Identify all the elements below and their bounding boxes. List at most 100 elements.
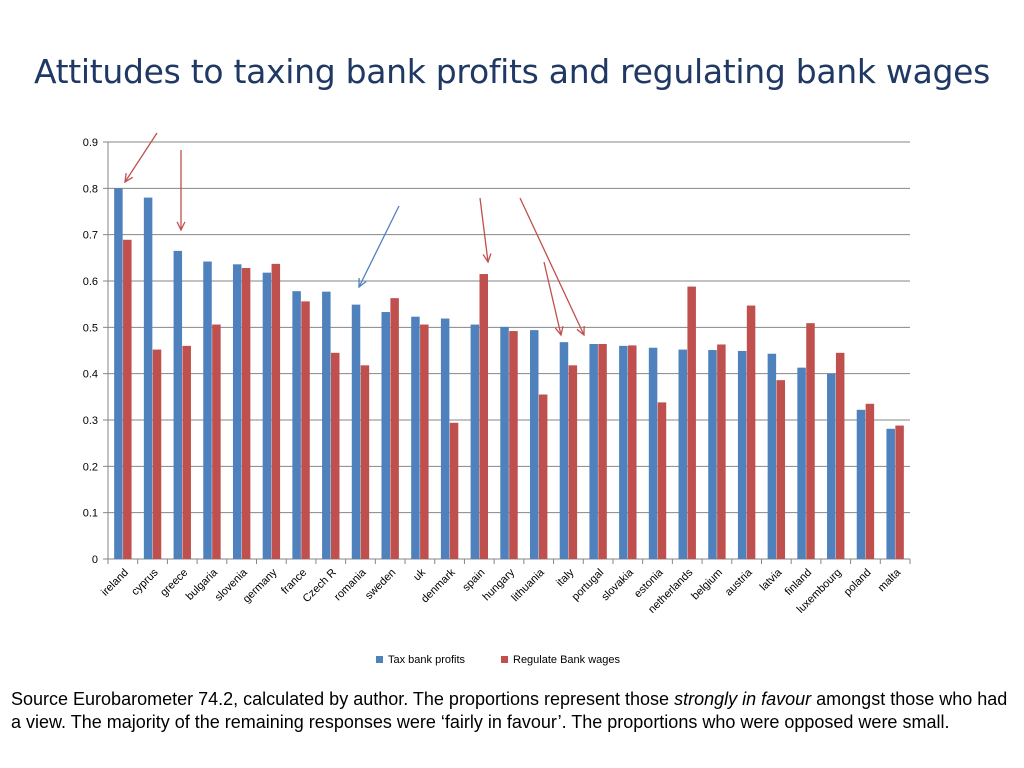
bar-tax-netherlands	[678, 349, 688, 559]
bar-tax-italy	[559, 342, 569, 559]
bar-tax-sweden	[381, 312, 390, 559]
x-tick-label: cyprus	[129, 566, 161, 598]
arrow-spain	[479, 197, 492, 264]
legend-label: Regulate Bank wages	[513, 654, 621, 666]
bar-tax-hungary	[500, 326, 509, 559]
x-tick-label: poland	[842, 567, 874, 599]
bar-tax-france	[292, 291, 301, 559]
y-tick-label: 0.6	[83, 276, 98, 288]
x-tick-label: spain	[460, 567, 487, 594]
bar-tax-germany	[262, 272, 272, 559]
bar-tax-bulgaria	[203, 261, 212, 559]
y-tick-label: 0.1	[83, 508, 98, 520]
bar-regulate-malta	[895, 425, 904, 559]
arrow-shaft	[358, 205, 400, 288]
bar-tax-finland	[797, 367, 806, 559]
bar-regulate-greece	[182, 345, 191, 559]
bar-tax-spain	[470, 324, 480, 559]
bars	[114, 188, 904, 560]
bar-regulate-slovenia	[241, 268, 251, 559]
arrow-head	[576, 325, 585, 337]
bar-regulate-bulgaria	[212, 324, 221, 559]
bar-regulate-belgium	[717, 344, 726, 559]
y-tick-label: 0.4	[83, 369, 98, 381]
bar-regulate-sweden	[390, 298, 399, 559]
y-tick-label: 0.9	[83, 137, 98, 149]
bar-tax-uk	[411, 316, 420, 559]
caption-emphasis: strongly in favour	[674, 689, 812, 709]
bar-tax-belgium	[708, 350, 717, 559]
arrow-ireland	[124, 132, 158, 184]
arrow-head	[124, 172, 134, 184]
legend-item: Regulate Bank wages	[501, 654, 621, 666]
bar-tax-poland	[856, 409, 866, 559]
bar-regulate-finland	[806, 323, 815, 559]
page-title: Attitudes to taxing bank profits and reg…	[33, 52, 991, 91]
bar-regulate-austria	[746, 305, 756, 559]
axes	[107, 142, 911, 564]
bar-tax-portugal	[589, 344, 598, 559]
bar-tax-latvia	[767, 353, 777, 559]
bar-tax-denmark	[440, 318, 450, 559]
bar-tax-cyprus	[143, 197, 153, 559]
y-tick-label: 0	[92, 554, 98, 566]
arrow-shaft	[479, 197, 489, 263]
bar-tax-estonia	[648, 347, 658, 559]
bar-regulate-portugal	[598, 344, 607, 559]
legend-swatch	[376, 656, 383, 663]
x-tick-label: austria	[723, 566, 755, 598]
y-tick-labels: 0 0.1 0.2 0.3 0.4 0.5 0.6 0.7 0.8 0.9	[83, 137, 98, 566]
y-tick-label: 0.3	[83, 415, 98, 427]
x-tick-labels: irelandcyprusgreecebulgariasloveniagerma…	[99, 566, 904, 616]
bar-tax-slovakia	[619, 345, 628, 559]
x-tick-label: slovakia	[599, 566, 636, 603]
x-tick-label: uk	[411, 566, 428, 583]
bar-regulate-netherlands	[687, 286, 696, 559]
caption-text-1: Source Eurobarometer 74.2, calculated by…	[11, 689, 675, 709]
annotation-arrows	[124, 132, 585, 337]
bar-regulate-spain	[479, 274, 488, 559]
bar-regulate-romania	[360, 365, 370, 559]
arrow-shaft	[124, 132, 158, 183]
bar-tax-malta	[886, 428, 895, 559]
legend-item: Tax bank profits	[376, 654, 466, 666]
bar-regulate-cyprus	[152, 349, 162, 559]
y-tick-label: 0.2	[83, 461, 98, 473]
source-caption: Source Eurobarometer 74.2, calculated by…	[11, 688, 1016, 734]
x-tick-label: latvia	[758, 566, 785, 593]
arrow-head	[482, 253, 492, 264]
bar-regulate-france	[301, 301, 310, 559]
x-tick-label: sweden	[363, 567, 398, 602]
bar-regulate-lithuania	[538, 394, 548, 559]
x-tick-label: belgium	[689, 567, 725, 603]
arrow-greece	[176, 150, 186, 232]
bar-tax-czech-r	[322, 291, 331, 559]
y-tick-label: 0.8	[83, 183, 98, 195]
bar-regulate-czech-r	[330, 352, 340, 559]
legend-label: Tax bank profits	[388, 654, 466, 666]
bar-regulate-denmark	[449, 422, 459, 559]
arrow-head	[554, 326, 564, 337]
bar-tax-luxembourg	[827, 373, 836, 559]
bar-regulate-luxembourg	[835, 352, 845, 559]
bar-chart: 0 0.1 0.2 0.3 0.4 0.5 0.6 0.7 0.8 0.9 irelandcypr…	[83, 132, 911, 666]
arrow-shaft	[519, 197, 585, 336]
arrow-head	[358, 277, 367, 289]
arrow-shaft	[543, 261, 562, 336]
bar-tax-slovenia	[232, 264, 242, 559]
bar-tax-lithuania	[530, 330, 539, 559]
bar-regulate-hungary	[509, 331, 518, 559]
x-tick-label: malta	[876, 566, 904, 594]
x-tick-label: ireland	[99, 567, 131, 599]
x-tick-label: portugal	[570, 567, 607, 604]
legend: Tax bank profits Regulate Bank wages	[376, 654, 621, 666]
x-tick-label: romania	[332, 566, 369, 603]
arrow-romania	[358, 205, 400, 289]
bar-tax-romania	[351, 304, 361, 559]
bar-tax-austria	[737, 350, 747, 559]
bar-regulate-estonia	[657, 402, 667, 559]
bar-regulate-poland	[865, 403, 875, 559]
bar-regulate-uk	[420, 324, 429, 559]
bar-tax-greece	[173, 250, 183, 559]
legend-swatch	[501, 656, 508, 663]
